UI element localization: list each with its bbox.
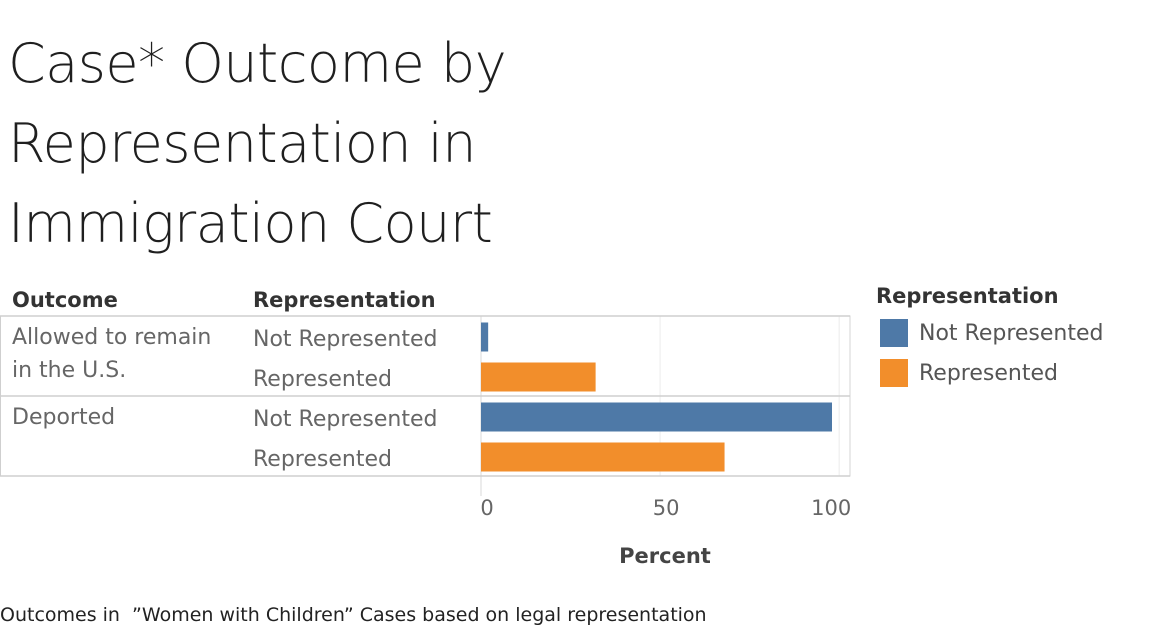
- header-outcome: Outcome: [12, 288, 118, 312]
- representation-label: Represented: [253, 367, 392, 392]
- x-axis-title: Percent: [619, 544, 711, 568]
- legend-title: Representation: [876, 284, 1059, 308]
- legend-swatch-not-represented: [880, 319, 908, 347]
- bar: [481, 362, 596, 392]
- legend-label-represented: Represented: [919, 360, 1058, 386]
- outcome-label: in the U.S.: [12, 358, 126, 383]
- legend-swatch-represented: [880, 359, 908, 387]
- representation-label: Represented: [253, 447, 392, 472]
- chart-caption: Outcomes in ”Women with Children” Cases …: [0, 604, 707, 626]
- outcome-label: Allowed to remain: [12, 325, 211, 350]
- chart-title: Case* Outcome by Representation in Immig…: [8, 32, 507, 255]
- bar: [481, 402, 832, 432]
- legend-item-not-represented[interactable]: Not Represented: [880, 319, 1104, 347]
- bar: [481, 322, 489, 352]
- legend-item-represented[interactable]: Represented: [880, 359, 1058, 387]
- x-tick-label: 0: [480, 496, 493, 520]
- representation-label: Not Represented: [253, 407, 438, 432]
- legend-label-not-represented: Not Represented: [919, 320, 1104, 346]
- x-tick-label: 100: [811, 496, 851, 520]
- representation-label: Not Represented: [253, 327, 438, 352]
- bar: [481, 442, 725, 472]
- header-representation: Representation: [253, 288, 436, 312]
- x-tick-label: 50: [653, 496, 680, 520]
- outcome-label: Deported: [12, 405, 115, 430]
